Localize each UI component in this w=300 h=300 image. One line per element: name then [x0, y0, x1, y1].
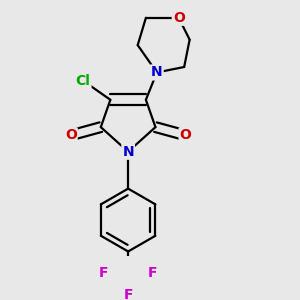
Text: N: N: [122, 145, 134, 159]
Text: F: F: [123, 288, 133, 300]
Text: N: N: [151, 65, 163, 80]
Text: F: F: [148, 266, 158, 280]
Text: Cl: Cl: [76, 74, 91, 88]
Text: O: O: [65, 128, 77, 142]
Text: F: F: [99, 266, 108, 280]
Text: O: O: [180, 128, 191, 142]
Text: O: O: [173, 11, 184, 25]
